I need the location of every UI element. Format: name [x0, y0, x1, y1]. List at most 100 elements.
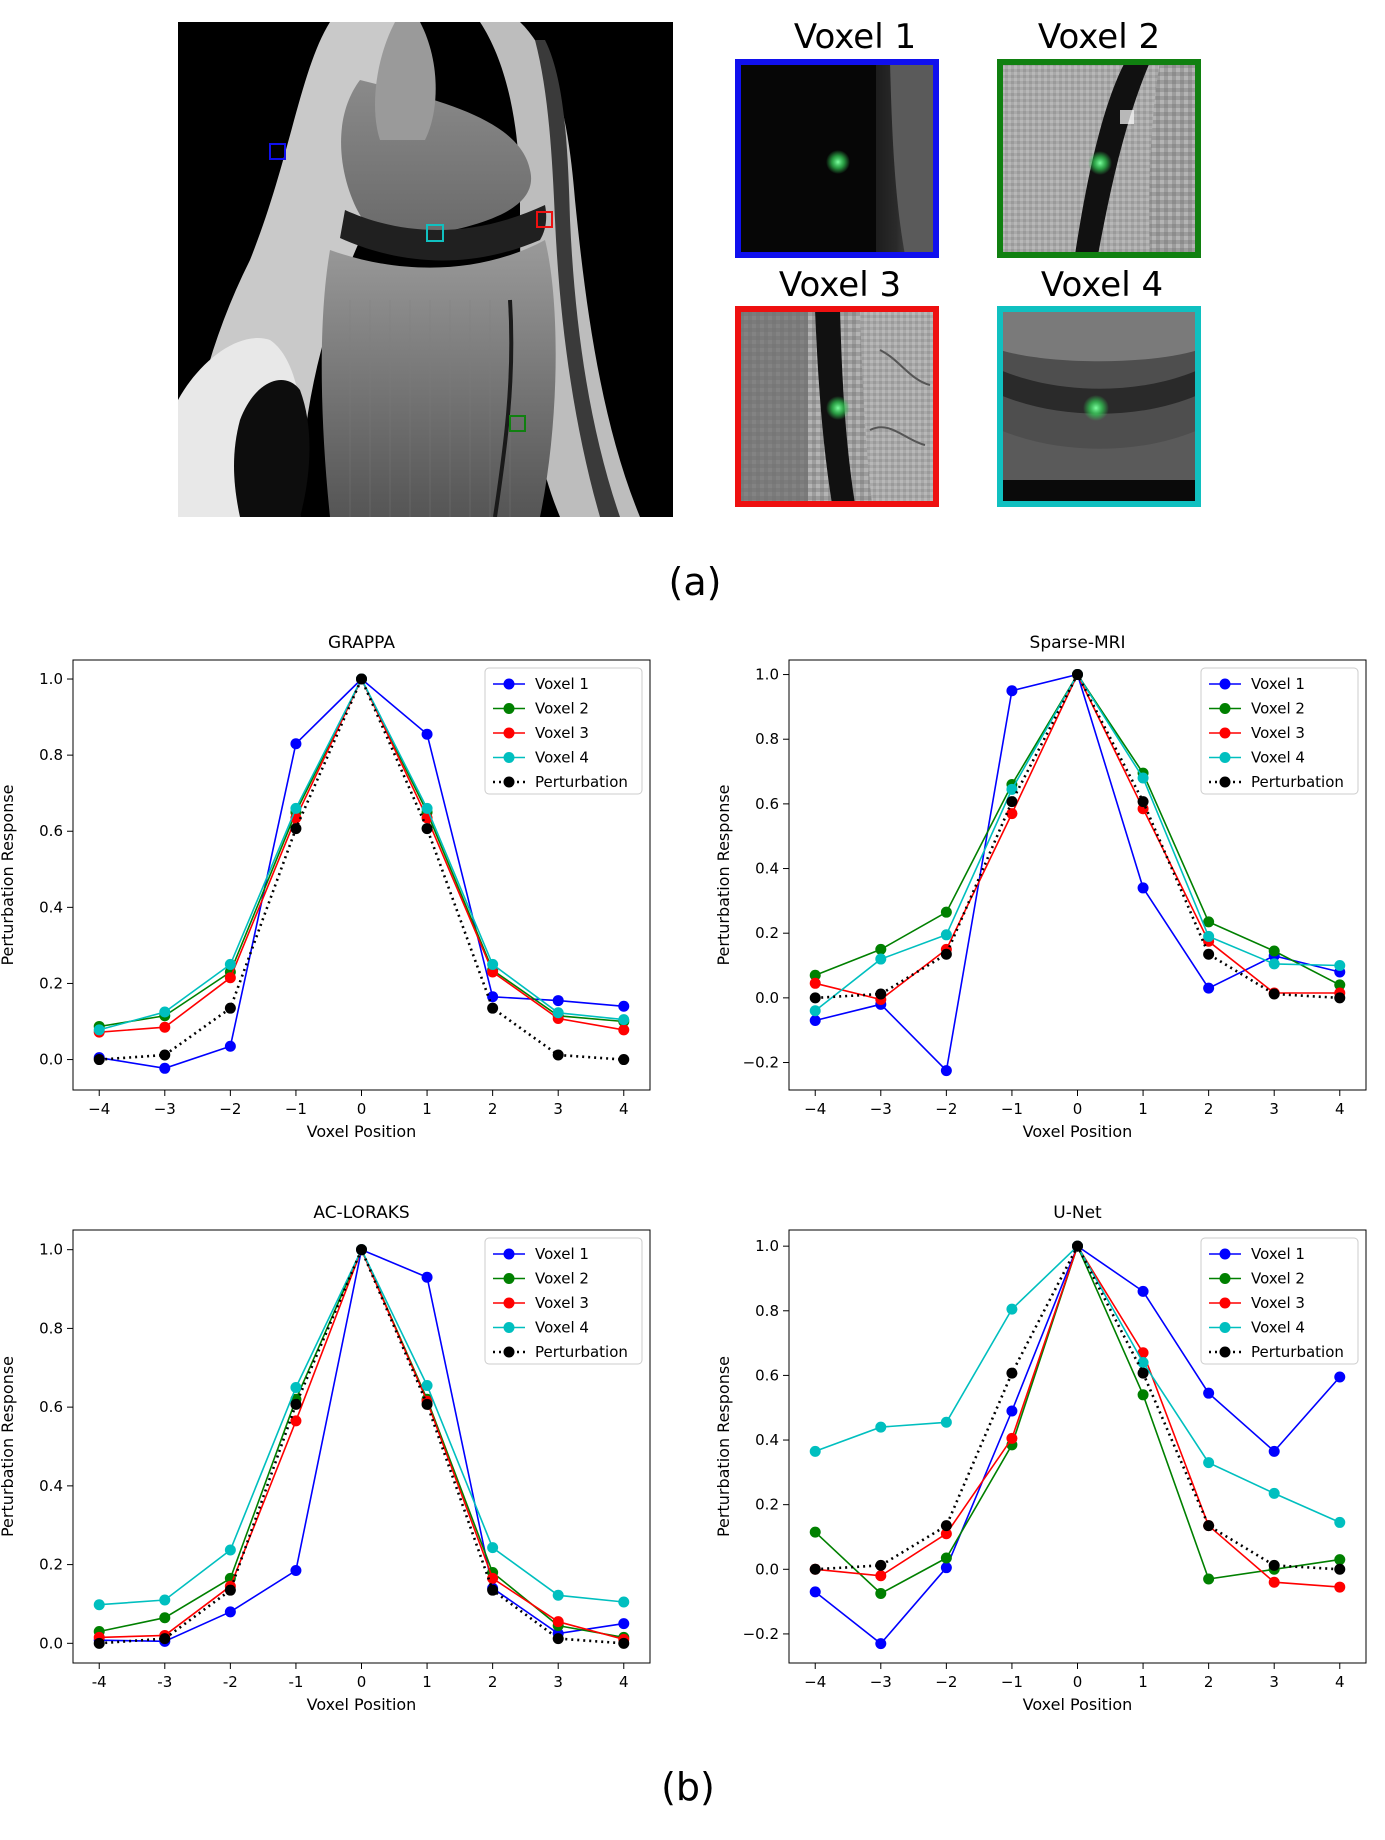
legend-label: Voxel 4: [535, 749, 589, 767]
data-point: [1006, 783, 1018, 795]
data-point: [159, 1021, 171, 1033]
x-tick-label: 1: [1138, 1673, 1148, 1691]
legend-marker: [503, 727, 515, 739]
inset-frame: [997, 306, 1201, 507]
y-tick-label: 0.2: [755, 1496, 779, 1514]
y-tick-label: 0.0: [755, 1560, 779, 1578]
data-point: [875, 1588, 887, 1600]
data-point: [1334, 992, 1346, 1004]
legend-label: Voxel 1: [535, 1245, 589, 1263]
legend-box: [484, 1237, 643, 1365]
legend-marker: [1219, 752, 1231, 763]
x-tick-label: 2: [1204, 1100, 1214, 1118]
y-tick-label: −0.2: [743, 1625, 779, 1643]
data-point: [875, 1421, 887, 1433]
data-point: [224, 1584, 236, 1596]
data-point: [809, 1005, 821, 1017]
y-tick-label: 0.8: [755, 730, 779, 748]
y-axis-label: Perturbation Response: [0, 784, 17, 965]
data-point: [356, 673, 367, 685]
data-point: [421, 802, 433, 814]
y-tick-label: 0.0: [39, 1051, 63, 1069]
data-point: [1006, 685, 1018, 697]
legend-marker: [503, 1346, 515, 1358]
data-point: [1203, 916, 1215, 928]
legend: Voxel 1 Voxel 2 Voxel 3 Voxel 4 Perturbation: [484, 667, 643, 795]
data-point: [1203, 1520, 1215, 1532]
legend-box: [484, 667, 643, 795]
data-point: [552, 1616, 564, 1628]
data-point: [224, 972, 236, 984]
data-point: [1137, 1285, 1149, 1297]
data-point: [940, 1065, 952, 1077]
legend-marker: [1219, 727, 1231, 739]
legend: Voxel 1 Voxel 2 Voxel 3 Voxel 4 Perturbation: [1200, 667, 1359, 795]
series-line: [99, 1246, 624, 1645]
y-tick-label: 0.8: [39, 1319, 63, 1337]
data-point: [875, 943, 887, 955]
data-point: [940, 1552, 952, 1564]
x-tick-label: −2: [935, 1673, 957, 1691]
y-tick-label: 0.6: [39, 822, 63, 840]
data-point: [940, 906, 952, 918]
data-point: [809, 992, 821, 1004]
data-point: [159, 1594, 171, 1606]
legend-marker: [1219, 1322, 1231, 1333]
y-tick-label: 1.0: [39, 670, 63, 688]
x-tick-label: 0: [357, 1100, 367, 1118]
legend-label: Perturbation: [1251, 773, 1344, 791]
x-tick-label: −1: [1001, 1100, 1023, 1118]
series-perturbation: [93, 673, 630, 1066]
data-point: [1268, 958, 1280, 970]
data-point: [1006, 1432, 1018, 1444]
data-point: [421, 1379, 433, 1391]
legend-label: Voxel 3: [1251, 1294, 1305, 1312]
data-point: [940, 1562, 952, 1574]
x-tick-label: 4: [619, 1673, 629, 1691]
data-point: [159, 1006, 171, 1018]
data-point: [1006, 1303, 1018, 1315]
legend-label: Voxel 4: [1251, 749, 1305, 767]
data-point: [290, 823, 302, 835]
data-point: [93, 1599, 105, 1611]
data-point: [875, 988, 887, 1000]
x-tick-label: 2: [488, 1100, 498, 1118]
data-point: [159, 1612, 171, 1624]
legend-label: Perturbation: [1251, 1343, 1344, 1361]
y-tick-label: 1.0: [755, 1237, 779, 1255]
y-tick-label: 0.6: [755, 795, 779, 813]
data-point: [552, 1007, 564, 1019]
data-point: [1334, 979, 1346, 991]
data-point: [159, 1633, 171, 1645]
legend-label: Voxel 3: [535, 1294, 589, 1312]
legend-label: Voxel 3: [1251, 724, 1305, 742]
inset-title: Voxel 1: [794, 17, 916, 57]
data-point: [356, 1244, 367, 1256]
data-point: [224, 1002, 236, 1014]
data-point: [1203, 982, 1215, 994]
data-point: [618, 1024, 630, 1036]
data-point: [1006, 808, 1018, 820]
legend-marker: [1219, 678, 1231, 690]
voxel-2-marker: [509, 415, 526, 432]
y-tick-label: 0.2: [39, 974, 63, 992]
x-tick-label: -3: [157, 1673, 172, 1691]
x-tick-label: 3: [553, 1100, 563, 1118]
x-tick-label: 1: [422, 1100, 432, 1118]
data-point: [290, 1564, 302, 1576]
mri-knee-image: [178, 22, 673, 517]
data-point: [618, 1618, 630, 1630]
data-point: [809, 969, 821, 981]
data-point: [159, 1062, 171, 1074]
data-point: [1006, 796, 1018, 808]
x-tick-label: −4: [804, 1100, 826, 1118]
x-tick-label: 0: [1073, 1673, 1083, 1691]
chart-ac-loraks: AC-LORAKS -4 -3 -2 -1 0 1 2 3 4 0.0 0.2 0.4 0.6 0.8 1.0…: [0, 1203, 651, 1714]
legend-marker: [503, 1297, 515, 1309]
voxel-3-marker: [536, 211, 553, 228]
legend-marker: [503, 1322, 515, 1333]
inset-frame: [735, 306, 939, 507]
x-tick-label: −4: [88, 1100, 110, 1118]
chart-sparse-mri: Sparse-MRI −4 −3 −2 −1 0 1 2 3 4 −0.2 0.0 0.2 0.4 0.6 0…: [714, 633, 1367, 1141]
